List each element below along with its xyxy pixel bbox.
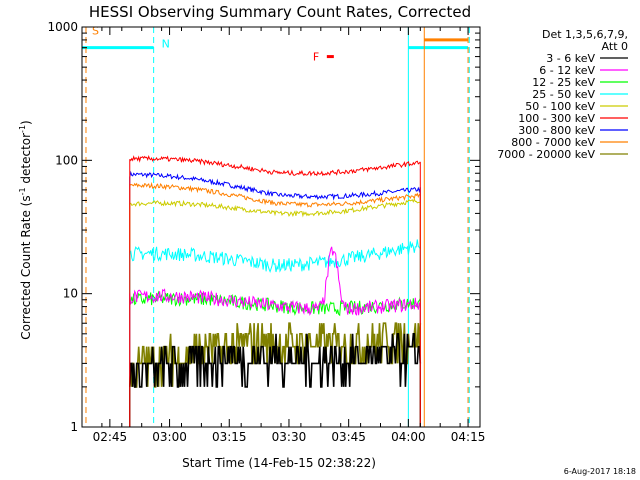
footer-date: 6-Aug-2017 18:18 — [564, 467, 636, 476]
x-tick-label: 03:00 — [152, 430, 187, 444]
plot-area: S N F — [82, 24, 470, 427]
legend-label: 800 - 7000 keV — [511, 136, 595, 149]
chart-title: HESSI Observing Summary Count Rates, Cor… — [89, 3, 471, 21]
flag-marker: N — [162, 38, 170, 51]
series-line — [129, 181, 421, 208]
series-line — [129, 333, 422, 388]
x-tick-label: 04:15 — [451, 430, 486, 444]
y-tick-label: 100 — [55, 153, 78, 167]
y-axis: 1 10 100 1000 — [47, 20, 480, 434]
y-tick-label: 1000 — [47, 20, 78, 34]
x-axis-label: Start Time (14-Feb-15 02:38:22) — [182, 456, 376, 470]
legend-label: 6 - 12 keV — [539, 64, 595, 77]
y-tick-label: 1 — [70, 420, 78, 434]
x-tick-label: 02:45 — [93, 430, 128, 444]
legend-header-1: Det 1,3,5,6,7,9, — [542, 28, 628, 41]
x-tick-label: 03:30 — [272, 430, 307, 444]
series-line — [129, 197, 421, 218]
y-tick-label: 10 — [63, 287, 78, 301]
y-axis-label: Corrected Count Rate (s-1 detector-1) — [18, 120, 33, 339]
x-tick-label: 04:00 — [391, 430, 426, 444]
legend-label: 12 - 25 keV — [532, 76, 595, 89]
x-tick-label: 03:45 — [331, 430, 366, 444]
flag-marker: S — [92, 24, 99, 37]
x-tick-label: 03:15 — [212, 430, 247, 444]
legend-label: 100 - 300 keV — [518, 112, 595, 125]
x-axis: 02:45 03:00 03:15 03:30 03:45 04:00 04:15 — [81, 27, 486, 444]
series-line — [129, 246, 421, 316]
series-line — [129, 155, 421, 177]
legend-label: 25 - 50 keV — [532, 88, 595, 101]
legend-label: 50 - 100 keV — [525, 100, 595, 113]
legend-header-2: Att 0 — [602, 40, 628, 53]
legend-label: 3 - 6 keV — [546, 52, 595, 65]
series-line — [129, 239, 421, 274]
legend-label: 7000 - 20000 keV — [497, 148, 595, 161]
flag-marker: F — [313, 51, 319, 64]
legend-label: 300 - 800 keV — [518, 124, 595, 137]
series-line — [129, 170, 421, 201]
